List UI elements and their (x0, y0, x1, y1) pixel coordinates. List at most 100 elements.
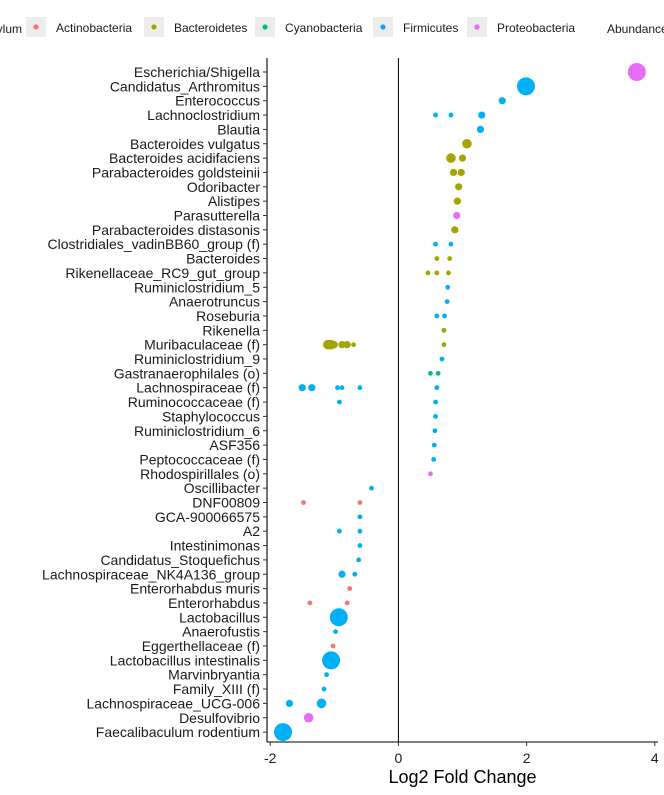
data-point (338, 570, 346, 578)
data-point (441, 327, 447, 333)
y-tick-label: Bacteroides (186, 251, 260, 267)
y-tick-label: Candidatus_Stoquefichus (100, 552, 260, 568)
x-axis-title: Log2 Fold Change (388, 767, 536, 787)
x-tick-label: 4 (651, 750, 659, 766)
data-point (357, 514, 363, 520)
legend-key-dot (33, 24, 39, 30)
data-point (435, 370, 441, 376)
data-point (351, 342, 356, 348)
data-point (301, 500, 306, 505)
data-point (442, 313, 447, 319)
legend-key-dot (380, 24, 386, 30)
data-point (458, 154, 467, 162)
data-point (425, 270, 431, 276)
y-tick-label: Lachnospiraceae (f) (136, 380, 260, 396)
legend-label: Firmicutes (403, 21, 458, 35)
legend-phylum-title: Phylum (0, 22, 22, 36)
y-tick-label: Lachnospiraceae_NK4A136_group (42, 566, 260, 582)
data-point (298, 384, 306, 392)
legend-items: Actinobacteria Bacteroidetes Cyanobacteria… (26, 17, 575, 37)
data-point (455, 183, 463, 191)
y-tick-label: Enterorhabdus (168, 595, 260, 611)
y-tick-label: Intestinimonas (170, 538, 260, 554)
y-tick-label: Rhodospirillales (o) (140, 466, 260, 482)
data-point (451, 226, 459, 234)
data-point (627, 63, 646, 81)
data-point (337, 399, 342, 405)
data-point (356, 557, 362, 563)
y-tick-label: Eggerthellaceae (f) (142, 638, 260, 654)
y-tick-label: Rikenellaceae_RC9_gut_group (65, 265, 260, 281)
data-point (449, 168, 458, 177)
data-point (445, 270, 451, 276)
y-tick-label: Odoribacter (187, 179, 260, 195)
data-point (433, 414, 438, 419)
data-point (347, 586, 353, 591)
legend-key-dot (151, 24, 157, 30)
data-point (434, 313, 440, 319)
data-point (316, 698, 327, 709)
data-point (428, 370, 433, 376)
y-tick-label: Enterococcus (175, 93, 260, 109)
y-tick-label: Lactobacillus (179, 609, 260, 625)
y-tick-label: Oscillibacter (184, 480, 261, 496)
data-point (434, 270, 440, 276)
data-point (274, 723, 293, 742)
y-tick-label: Muribaculaceae (f) (144, 337, 260, 353)
data-point (357, 543, 363, 548)
data-point (303, 712, 314, 723)
y-tick-label: Parasutterella (174, 208, 261, 224)
data-point (446, 153, 456, 163)
y-tick-label: Blautia (217, 121, 260, 137)
data-point (434, 385, 440, 391)
y-tick-label: Parabacteroides goldsteinii (92, 164, 260, 180)
data-point (352, 571, 358, 577)
data-point (444, 299, 450, 304)
data-point (338, 341, 346, 349)
data-point (357, 500, 363, 505)
y-tick-label: DNF00809 (192, 495, 260, 511)
data-point (453, 211, 461, 220)
data-point (324, 672, 330, 678)
data-points (274, 63, 646, 742)
data-point (307, 600, 313, 606)
data-point (329, 608, 348, 627)
y-tick-label: Lachnoclostridium (147, 107, 260, 123)
x-tick-label: 0 (395, 750, 403, 766)
y-tick-label: Alistipes (208, 193, 260, 209)
data-point (308, 384, 316, 392)
data-point (433, 112, 438, 118)
legend-label: Cyanobacteria (285, 21, 363, 35)
data-point (321, 686, 327, 692)
legend-abundance-title: Abundance (607, 22, 664, 36)
data-point (428, 471, 433, 477)
data-point (322, 651, 341, 670)
y-tick-label: Desulfovibrio (179, 710, 260, 726)
data-point (433, 399, 438, 405)
x-tick-label: -2 (264, 750, 277, 766)
y-axis-ticks: Escherichia/ShigellaCandidatus_Arthromit… (42, 64, 267, 740)
data-point (333, 629, 338, 635)
y-tick-label: GCA-900066575 (155, 509, 260, 525)
y-tick-label: Lachnospiraceae_UCG-006 (86, 695, 260, 711)
legend-key-dot (262, 24, 268, 30)
data-point (516, 77, 535, 96)
y-tick-label: Escherichia/Shigella (134, 64, 260, 80)
y-tick-label: Roseburia (196, 308, 260, 324)
data-point (335, 385, 340, 391)
data-point (285, 699, 294, 708)
x-tick-label: 2 (523, 750, 531, 766)
data-point (339, 385, 345, 391)
data-point (441, 342, 447, 348)
data-point (445, 284, 451, 290)
y-tick-label: Gastranaerophilales (o) (114, 365, 260, 381)
data-point (478, 111, 486, 119)
y-tick-label: Clostridiales_vadinBB60_group (f) (48, 236, 260, 252)
data-point (432, 428, 438, 434)
y-tick-label: Bacteroides acidifaciens (109, 150, 260, 166)
y-tick-label: Anaerofustis (182, 624, 260, 640)
data-point (357, 528, 363, 534)
y-tick-label: Anaerotruncus (169, 294, 260, 310)
y-tick-label: Ruminiclostridium_9 (134, 351, 260, 367)
